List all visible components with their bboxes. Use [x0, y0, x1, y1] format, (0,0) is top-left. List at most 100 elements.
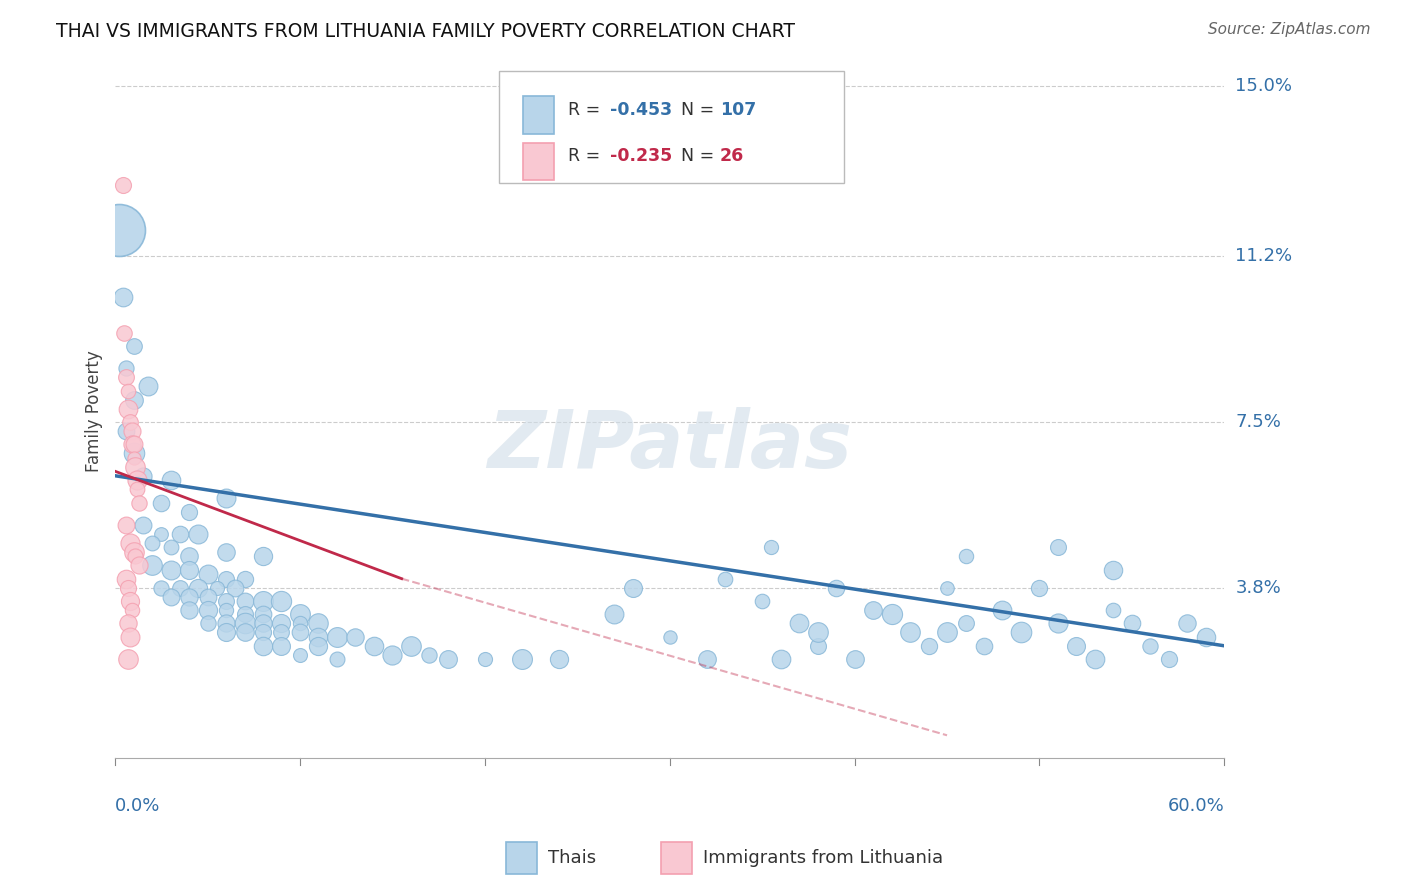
Point	[381, 648, 404, 662]
Point	[1177, 616, 1199, 631]
Point	[215, 491, 238, 505]
Point	[127, 482, 149, 496]
Point	[115, 370, 138, 384]
Point	[117, 581, 139, 595]
Point	[233, 594, 256, 608]
Point	[122, 437, 145, 451]
Point	[117, 401, 139, 416]
Point	[326, 652, 349, 666]
Point	[1121, 616, 1143, 631]
Text: 0.0%: 0.0%	[115, 797, 160, 814]
Point	[769, 652, 792, 666]
Point	[187, 527, 209, 541]
Point	[127, 473, 149, 487]
Point	[1102, 563, 1125, 577]
Point	[308, 639, 330, 653]
Point	[197, 567, 219, 582]
Point	[159, 563, 181, 577]
Point	[118, 415, 141, 429]
Y-axis label: Family Poverty: Family Poverty	[86, 350, 103, 472]
Point	[252, 625, 274, 640]
Point	[474, 652, 496, 666]
Point	[117, 652, 139, 666]
Point	[205, 581, 228, 595]
Point	[132, 468, 155, 483]
Point	[177, 603, 200, 617]
Text: 60.0%: 60.0%	[1167, 797, 1225, 814]
Point	[898, 625, 921, 640]
Point	[658, 630, 681, 644]
Point	[177, 549, 200, 564]
Text: 15.0%: 15.0%	[1236, 78, 1292, 95]
Point	[121, 424, 143, 438]
Point	[270, 594, 292, 608]
Point	[118, 630, 141, 644]
Point	[177, 504, 200, 518]
Point	[862, 603, 884, 617]
Point	[825, 581, 848, 595]
Point	[973, 639, 995, 653]
Point	[252, 594, 274, 608]
Point	[761, 541, 783, 555]
Point	[288, 616, 311, 631]
Point	[288, 625, 311, 640]
Text: Source: ZipAtlas.com: Source: ZipAtlas.com	[1208, 22, 1371, 37]
Text: N =: N =	[681, 101, 720, 119]
Point	[714, 572, 737, 586]
Point	[233, 572, 256, 586]
Text: N =: N =	[681, 147, 720, 165]
Point	[117, 384, 139, 398]
Point	[159, 473, 181, 487]
Point	[115, 361, 138, 376]
Point	[141, 536, 163, 550]
Point	[1139, 639, 1161, 653]
Point	[510, 652, 533, 666]
Text: 11.2%: 11.2%	[1236, 247, 1292, 266]
Point	[111, 290, 134, 304]
Point	[787, 616, 810, 631]
Point	[363, 639, 385, 653]
Point	[991, 603, 1014, 617]
Point	[252, 616, 274, 631]
Point	[288, 607, 311, 622]
Point	[252, 607, 274, 622]
Point	[197, 616, 219, 631]
Point	[1010, 625, 1032, 640]
Point	[344, 630, 367, 644]
Point	[807, 625, 830, 640]
Point	[215, 625, 238, 640]
Point	[233, 607, 256, 622]
Point	[1084, 652, 1107, 666]
Point	[807, 639, 830, 653]
Point	[621, 581, 644, 595]
Point	[187, 581, 209, 595]
Text: 107: 107	[720, 101, 756, 119]
Point	[121, 437, 143, 451]
Point	[270, 639, 292, 653]
Text: R =: R =	[568, 147, 606, 165]
Point	[936, 581, 959, 595]
Point	[115, 518, 138, 533]
Point	[115, 572, 138, 586]
Point	[150, 495, 173, 509]
Point	[270, 616, 292, 631]
Point	[197, 603, 219, 617]
Point	[252, 549, 274, 564]
Text: 7.5%: 7.5%	[1236, 413, 1281, 431]
Point	[150, 527, 173, 541]
Point	[215, 572, 238, 586]
Text: 26: 26	[720, 147, 744, 165]
Point	[121, 603, 143, 617]
Text: 3.8%: 3.8%	[1236, 579, 1281, 597]
Point	[603, 607, 626, 622]
Point	[150, 581, 173, 595]
Point	[118, 594, 141, 608]
Point	[751, 594, 773, 608]
Point	[177, 590, 200, 604]
Point	[107, 222, 129, 236]
Point	[138, 379, 160, 393]
Point	[326, 630, 349, 644]
Point	[955, 616, 977, 631]
Point	[1028, 581, 1050, 595]
Point	[224, 581, 246, 595]
